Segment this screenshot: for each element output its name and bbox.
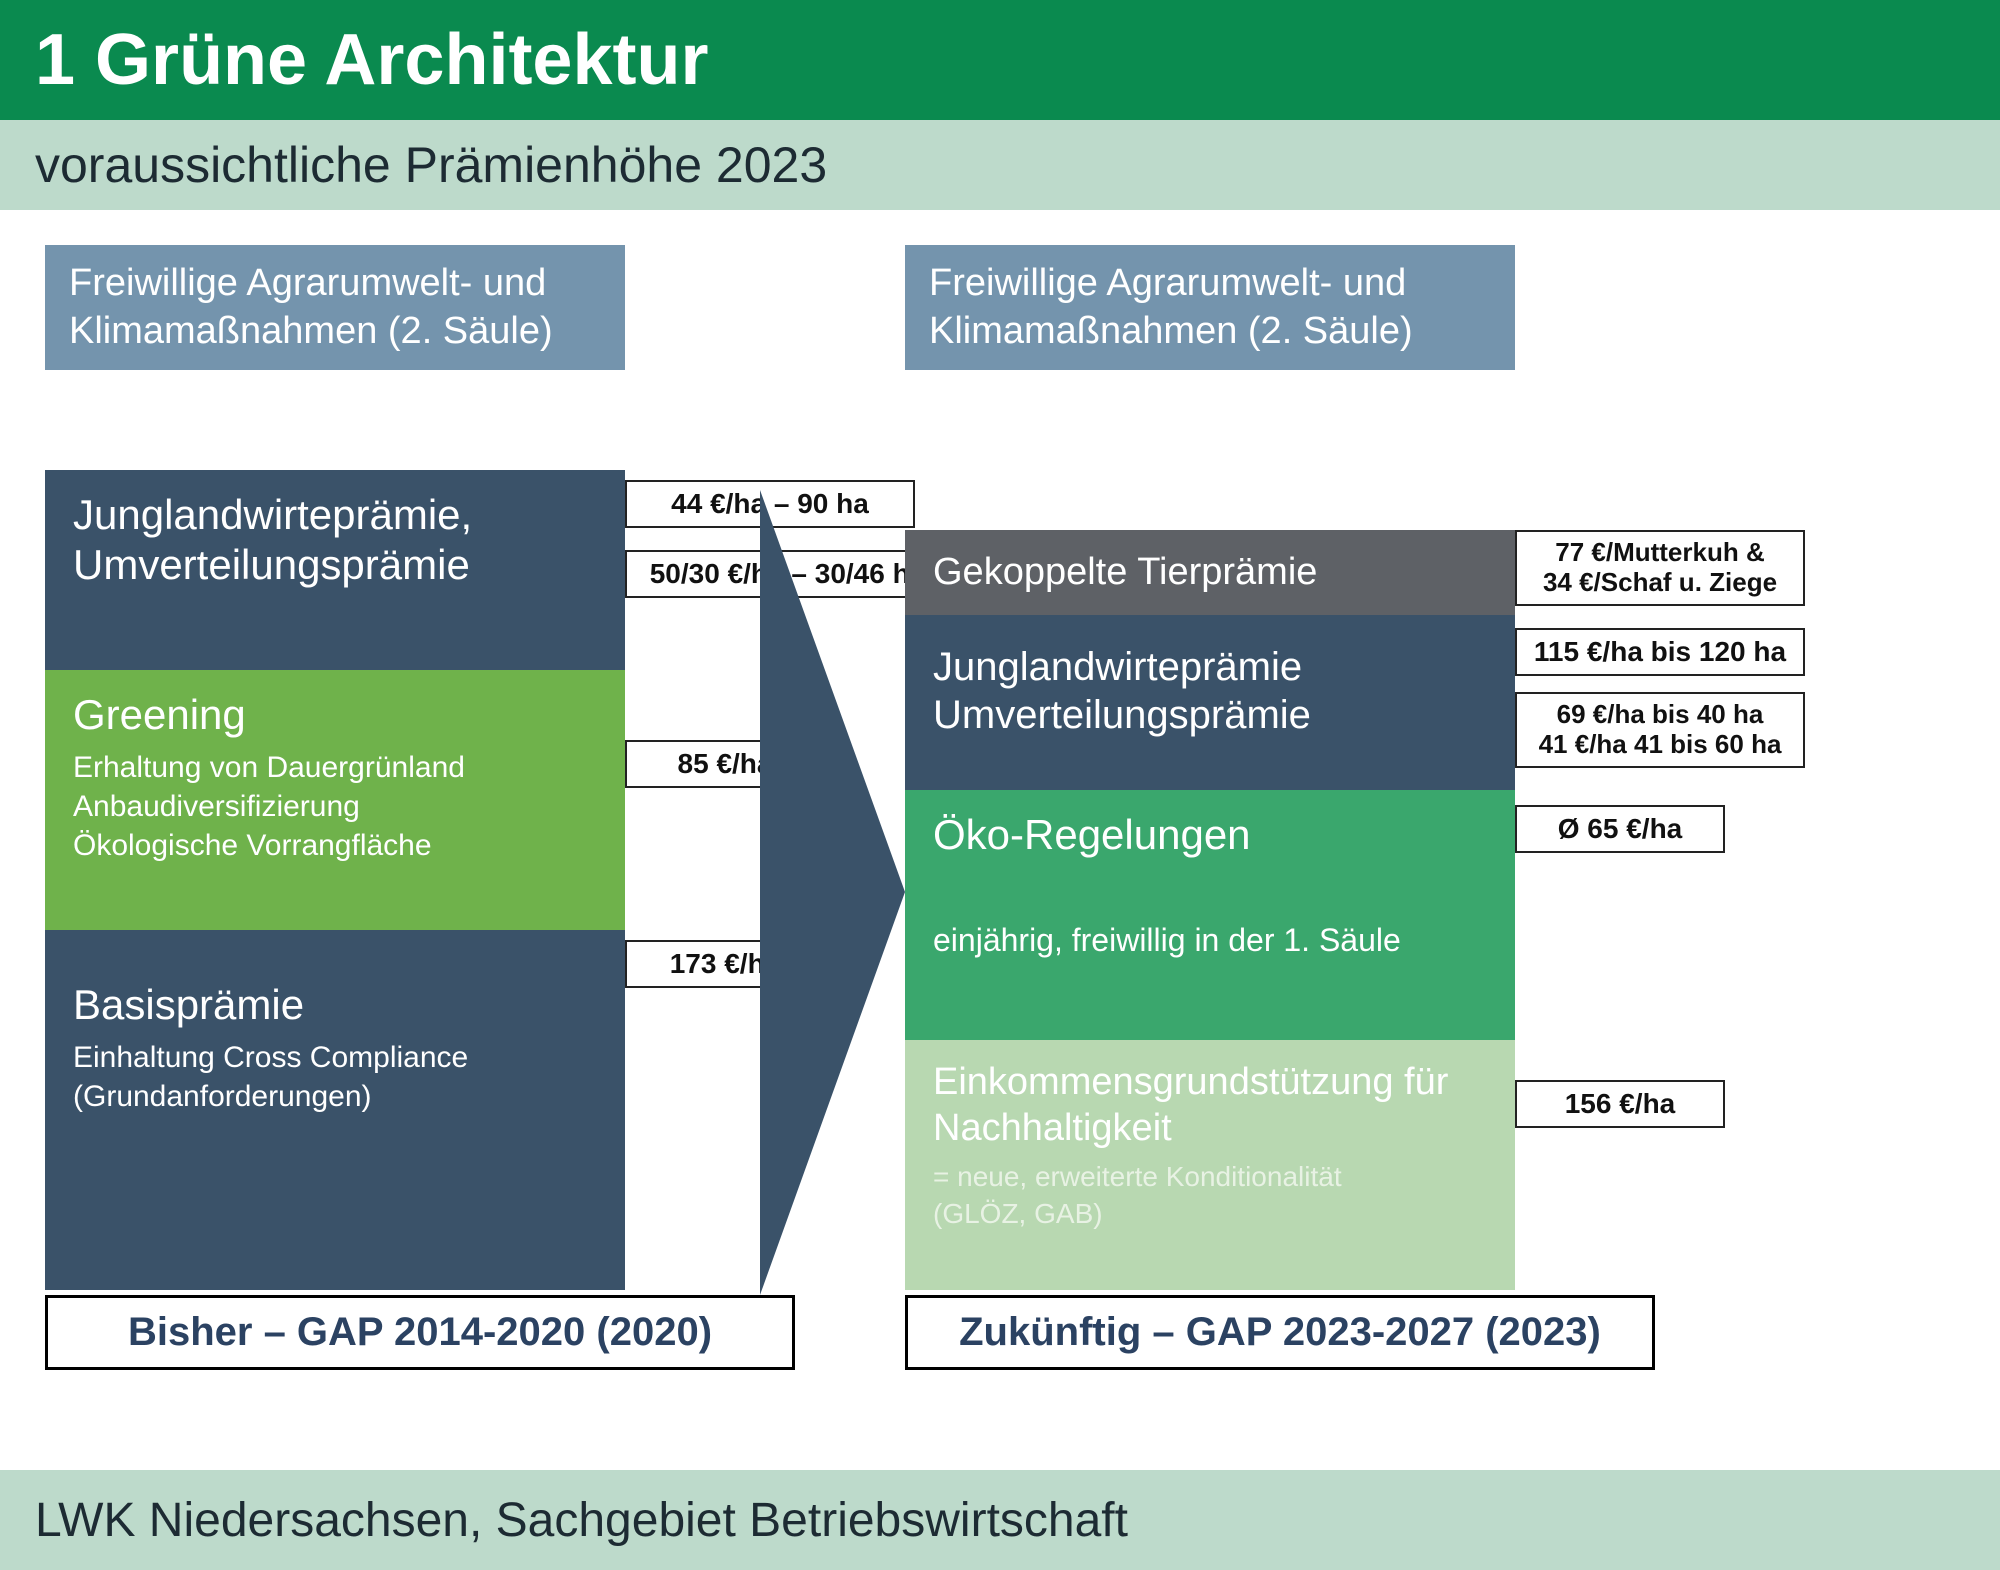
right-oeko-block: Öko-Regelungen einjährig, freiwillig in …	[905, 790, 1515, 1040]
footer-text: LWK Niedersachsen, Sachgebiet Betriebswi…	[35, 1493, 1128, 1548]
right-jung-value-bot: 69 €/ha bis 40 ha 41 €/ha 41 bis 60 ha	[1515, 692, 1805, 768]
transition-arrow-icon	[760, 490, 905, 1295]
footer-bar: LWK Niedersachsen, Sachgebiet Betriebswi…	[0, 1470, 2000, 1570]
right-tier-title: Gekoppelte Tierprämie	[933, 550, 1317, 596]
left-jung-title: Junglandwirteprämie, Umverteilungsprämie	[73, 490, 597, 591]
right-jung-value-top: 115 €/ha bis 120 ha	[1515, 628, 1805, 676]
right-tier-block: Gekoppelte Tierprämie	[905, 530, 1515, 615]
left-greening-sub: Erhaltung von Dauergrünland Anbaudiversi…	[73, 748, 597, 865]
right-oeko-sub: einjährig, freiwillig in der 1. Säule	[933, 920, 1487, 962]
left-caption-text: Bisher – GAP 2014-2020 (2020)	[128, 1310, 712, 1354]
subheader-bar: voraussichtliche Prämienhöhe 2023	[0, 120, 2000, 210]
left-greening-block: Greening Erhaltung von Dauergrünland Anb…	[45, 670, 625, 930]
right-egs-value: 156 €/ha	[1515, 1080, 1725, 1128]
diagram-content: Freiwillige Agrarumwelt- und Klimamaßnah…	[0, 210, 2000, 1470]
left-basis-title: Basisprämie	[73, 980, 597, 1030]
right-jung-block: Junglandwirteprämie Umverteilungsprämie	[905, 615, 1515, 790]
left-voluntary-text: Freiwillige Agrarumwelt- und Klimamaßnah…	[69, 262, 553, 352]
right-oeko-title: Öko-Regelungen	[933, 810, 1487, 860]
right-caption-text: Zukünftig – GAP 2023-2027 (2023)	[959, 1310, 1601, 1354]
right-voluntary-text: Freiwillige Agrarumwelt- und Klimamaßnah…	[929, 262, 1413, 352]
right-caption: Zukünftig – GAP 2023-2027 (2023)	[905, 1295, 1655, 1370]
subheader-text: voraussichtliche Prämienhöhe 2023	[35, 136, 827, 194]
page-title: 1 Grüne Architektur	[35, 19, 709, 101]
right-oeko-value: Ø 65 €/ha	[1515, 805, 1725, 853]
right-jung-title: Junglandwirteprämie Umverteilungsprämie	[933, 643, 1487, 739]
right-egs-sub: = neue, erweiterte Konditionalität (GLÖZ…	[933, 1159, 1487, 1232]
left-basis-sub: Einhaltung Cross Compliance (Grundanford…	[73, 1038, 597, 1116]
left-voluntary-box: Freiwillige Agrarumwelt- und Klimamaßnah…	[45, 245, 625, 370]
left-basis-block: Basisprämie Einhaltung Cross Compliance …	[45, 930, 625, 1290]
left-caption: Bisher – GAP 2014-2020 (2020)	[45, 1295, 795, 1370]
header-bar: 1 Grüne Architektur	[0, 0, 2000, 120]
left-jung-block: Junglandwirteprämie, Umverteilungsprämie	[45, 470, 625, 670]
right-egs-title: Einkommensgrundstützung für Nachhaltigke…	[933, 1060, 1487, 1151]
right-egs-block: Einkommensgrundstützung für Nachhaltigke…	[905, 1040, 1515, 1290]
left-greening-title: Greening	[73, 690, 597, 740]
right-voluntary-box: Freiwillige Agrarumwelt- und Klimamaßnah…	[905, 245, 1515, 370]
right-tier-value: 77 €/Mutterkuh & 34 €/Schaf u. Ziege	[1515, 530, 1805, 606]
